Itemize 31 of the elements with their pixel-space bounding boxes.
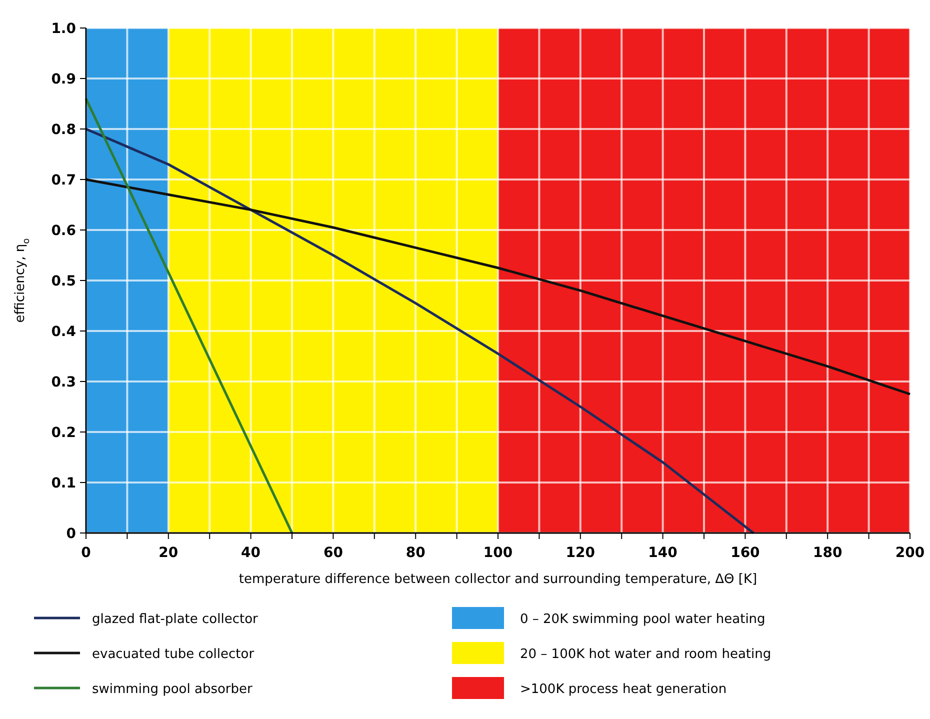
legend-label: 20 – 100K hot water and room heating	[520, 647, 772, 662]
y-tick-label: 0.8	[51, 122, 76, 138]
x-tick-label: 200	[895, 545, 925, 561]
x-tick-label: 160	[730, 545, 760, 561]
x-tick-label: 40	[241, 545, 261, 561]
legend-label: >100K process heat generation	[520, 682, 727, 697]
y-tick-label: 0	[66, 526, 76, 542]
y-tick-label: 0.6	[51, 223, 76, 239]
x-tick-label: 60	[323, 545, 344, 561]
legend-label: glazed flat-plate collector	[92, 612, 259, 627]
x-tick-label: 0	[81, 545, 92, 561]
x-axis-title: temperature difference between collector and surrounding temperature, ΔΘ [K]	[238, 572, 758, 587]
legend-label: evacuated tube collector	[92, 647, 255, 662]
y-tick-label: 0.7	[51, 172, 76, 188]
y-tick-label: 0.2	[51, 425, 76, 441]
y-tick-label: 0.1	[51, 476, 76, 492]
y-tick-label: 1.0	[51, 21, 76, 37]
x-tick-label: 80	[406, 545, 426, 561]
line-series	[84, 178, 912, 396]
y-tick-label: 0.4	[51, 324, 76, 340]
x-tick-label: 120	[566, 545, 596, 561]
x-tick-label: 180	[812, 545, 842, 561]
legend-label: swimming pool absorber	[92, 682, 254, 697]
line-series	[84, 128, 755, 534]
y-tick-label: 0.3	[51, 374, 76, 390]
x-tick-label: 20	[158, 545, 178, 561]
y-tick-label: 0.5	[51, 274, 76, 290]
legend-label: 0 – 20K swimming pool water heating	[520, 612, 766, 627]
x-tick-label: 100	[483, 545, 513, 561]
x-tick-label: 140	[648, 545, 678, 561]
y-tick-label: 0.9	[51, 72, 76, 88]
